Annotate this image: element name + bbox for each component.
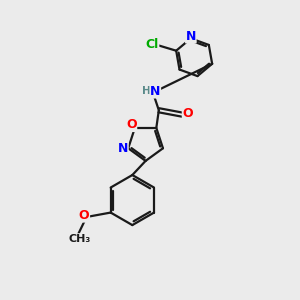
Text: H: H bbox=[142, 86, 151, 96]
Text: O: O bbox=[79, 209, 89, 222]
Text: Cl: Cl bbox=[146, 38, 159, 51]
Text: O: O bbox=[126, 118, 136, 131]
Text: O: O bbox=[182, 107, 193, 120]
Text: CH₃: CH₃ bbox=[68, 234, 90, 244]
Text: N: N bbox=[186, 30, 196, 43]
Text: N: N bbox=[118, 142, 128, 155]
Text: N: N bbox=[150, 85, 160, 98]
